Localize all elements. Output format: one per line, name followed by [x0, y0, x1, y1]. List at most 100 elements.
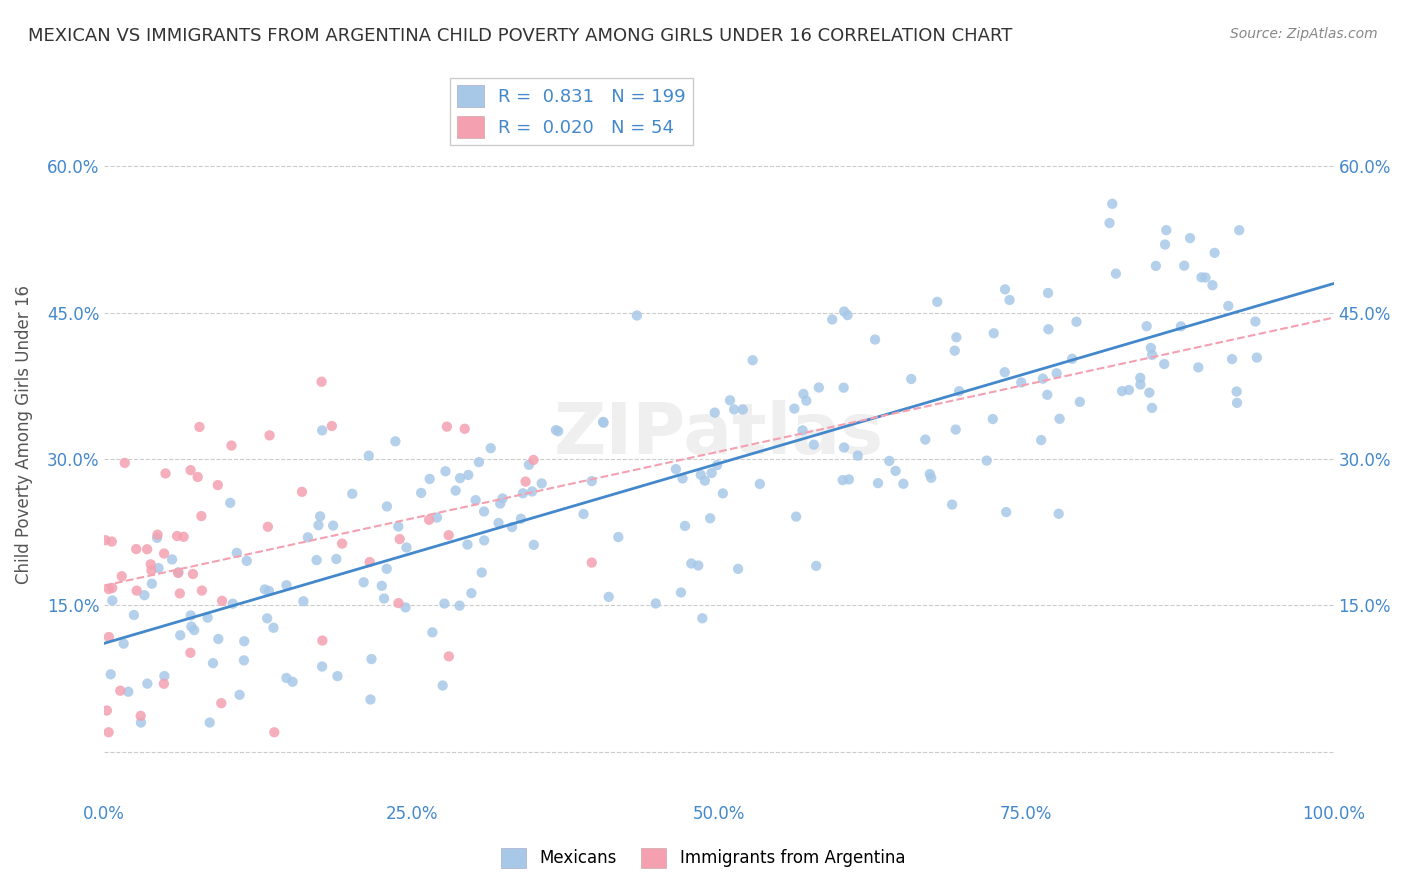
Point: [515, 475, 537, 489]
Point: [1036, 285, 1059, 300]
Point: [207, 478, 229, 492]
Point: [803, 438, 825, 452]
Point: [1140, 401, 1163, 415]
Point: [1066, 315, 1088, 329]
Point: [1153, 357, 1175, 371]
Point: [180, 608, 202, 623]
Point: [167, 566, 190, 580]
Point: [180, 463, 202, 477]
Point: [1069, 395, 1091, 409]
Point: [117, 685, 139, 699]
Point: [141, 576, 163, 591]
Point: [731, 402, 754, 417]
Point: [1194, 270, 1216, 285]
Point: [1010, 376, 1032, 390]
Point: [1111, 384, 1133, 399]
Point: [1140, 341, 1163, 355]
Point: [181, 566, 204, 581]
Point: [311, 424, 333, 438]
Point: [1046, 367, 1069, 381]
Point: [832, 381, 855, 395]
Point: [101, 581, 124, 595]
Point: [681, 557, 703, 571]
Point: [748, 477, 770, 491]
Point: [1201, 278, 1223, 293]
Point: [330, 536, 353, 550]
Point: [512, 486, 534, 500]
Point: [807, 380, 830, 394]
Point: [321, 419, 343, 434]
Point: [153, 669, 176, 683]
Point: [1220, 352, 1243, 367]
Point: [592, 416, 614, 430]
Point: [129, 715, 152, 730]
Point: [111, 569, 134, 583]
Point: [122, 607, 145, 622]
Point: [711, 486, 734, 500]
Point: [311, 633, 333, 648]
Point: [464, 493, 486, 508]
Point: [207, 632, 229, 646]
Point: [517, 458, 540, 472]
Point: [1187, 360, 1209, 375]
Point: [388, 532, 411, 546]
Legend: Mexicans, Immigrants from Argentina: Mexicans, Immigrants from Argentina: [494, 841, 912, 875]
Point: [884, 464, 907, 478]
Point: [1038, 322, 1060, 336]
Point: [110, 683, 132, 698]
Point: [253, 582, 276, 597]
Point: [1036, 388, 1059, 402]
Point: [468, 455, 491, 469]
Point: [501, 520, 523, 534]
Point: [183, 623, 205, 637]
Point: [1226, 396, 1249, 410]
Point: [233, 634, 256, 648]
Point: [1129, 371, 1152, 385]
Point: [311, 375, 333, 389]
Point: [166, 529, 188, 543]
Point: [785, 509, 807, 524]
Point: [305, 553, 328, 567]
Point: [838, 472, 860, 486]
Point: [1204, 245, 1226, 260]
Point: [1047, 507, 1070, 521]
Point: [256, 611, 278, 625]
Point: [167, 566, 190, 580]
Point: [263, 621, 285, 635]
Point: [727, 562, 749, 576]
Point: [671, 471, 693, 485]
Point: [900, 372, 922, 386]
Point: [444, 483, 467, 498]
Point: [257, 520, 280, 534]
Point: [1136, 319, 1159, 334]
Point: [488, 516, 510, 530]
Point: [706, 458, 728, 472]
Point: [948, 384, 970, 399]
Point: [437, 649, 460, 664]
Point: [995, 505, 1018, 519]
Point: [1191, 270, 1213, 285]
Point: [665, 462, 688, 476]
Point: [837, 308, 859, 322]
Point: [1137, 385, 1160, 400]
Point: [342, 487, 364, 501]
Point: [994, 282, 1017, 296]
Point: [136, 676, 159, 690]
Point: [581, 556, 603, 570]
Point: [180, 619, 202, 633]
Point: [136, 542, 159, 557]
Point: [943, 343, 966, 358]
Point: [125, 583, 148, 598]
Point: [101, 534, 124, 549]
Point: [509, 512, 531, 526]
Point: [893, 476, 915, 491]
Point: [692, 611, 714, 625]
Point: [723, 402, 745, 417]
Point: [547, 424, 569, 438]
Point: [153, 677, 176, 691]
Point: [360, 652, 382, 666]
Point: [97, 630, 120, 644]
Point: [276, 671, 298, 685]
Point: [607, 530, 630, 544]
Point: [173, 530, 195, 544]
